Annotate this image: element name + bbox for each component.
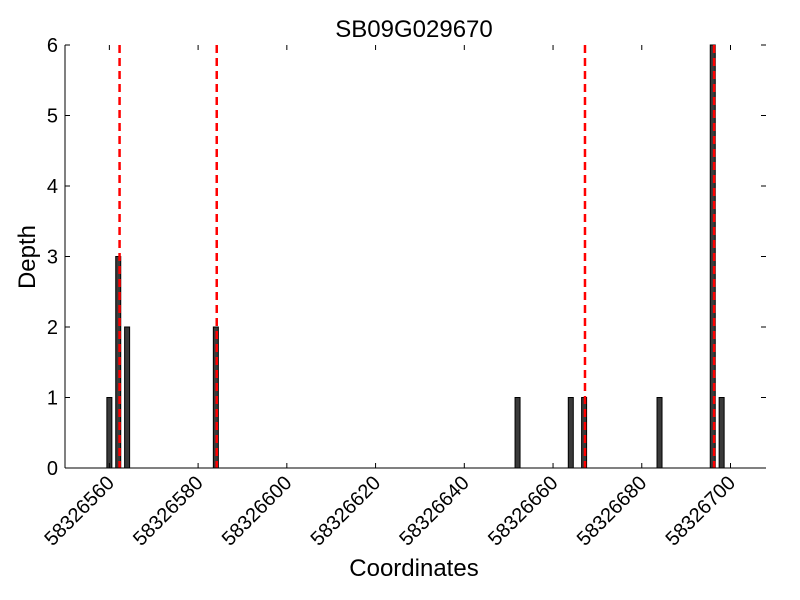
x-axis-label: Coordinates bbox=[349, 555, 478, 582]
x-tick-label: 58326560 bbox=[40, 472, 118, 550]
x-tick-label: 58326600 bbox=[218, 472, 296, 550]
depth-bar bbox=[124, 326, 131, 469]
x-tick-label: 58326640 bbox=[395, 472, 473, 550]
depth-bar bbox=[581, 397, 588, 469]
reference-lines-layer bbox=[118, 45, 716, 468]
y-axis-label: Depth bbox=[14, 225, 41, 289]
depth-bar bbox=[656, 397, 663, 469]
y-tick-label: 1 bbox=[47, 388, 58, 410]
y-tick-label: 3 bbox=[47, 247, 58, 269]
chart-title: SB09G029670 bbox=[335, 16, 492, 43]
y-tick-label: 6 bbox=[47, 35, 58, 57]
y-ticks: 0 1 2 3 4 5 6 bbox=[47, 35, 766, 480]
depth-bar bbox=[106, 397, 113, 469]
x-tick-label: 58326700 bbox=[662, 472, 740, 550]
y-tick-label: 4 bbox=[47, 176, 58, 198]
x-tick-label: 58326660 bbox=[484, 472, 562, 550]
y-tick-label: 5 bbox=[47, 106, 58, 128]
y-tick-label: 2 bbox=[47, 317, 58, 339]
x-tick-label: 58326680 bbox=[573, 472, 651, 550]
depth-bar bbox=[718, 397, 725, 469]
depth-bar bbox=[514, 397, 521, 469]
x-ticks: 58326560 58326580 58326600 58326620 58326640… bbox=[40, 45, 740, 550]
bars-layer bbox=[106, 44, 725, 469]
x-tick-label: 58326580 bbox=[129, 472, 207, 550]
y-tick-label: 0 bbox=[47, 458, 58, 480]
depth-bar bbox=[567, 397, 574, 469]
x-tick-label: 58326620 bbox=[307, 472, 385, 550]
